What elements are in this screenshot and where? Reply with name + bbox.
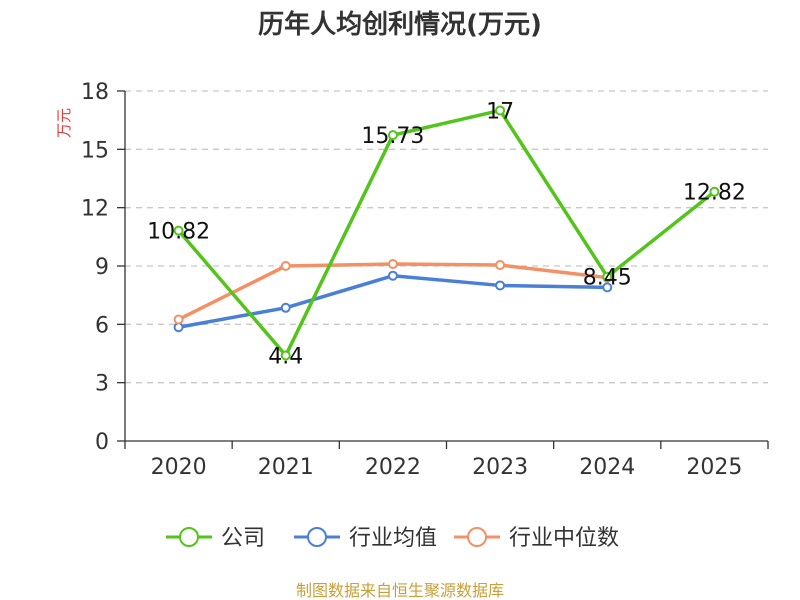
data-point (602, 271, 613, 282)
series-line-0 (177, 108, 716, 358)
legend-item-0[interactable]: 公司 (166, 526, 265, 551)
data-point (387, 270, 398, 281)
x-tick-label: 2025 (686, 455, 742, 480)
data-label: 15.73 (361, 124, 424, 149)
data-point (387, 130, 398, 141)
y-tick-label: 6 (95, 313, 109, 338)
data-point (602, 282, 613, 293)
x-tick-label: 2020 (151, 455, 207, 480)
data-source-note: 制图数据来自恒生聚源数据库 (296, 581, 504, 600)
x-tick-label: 2023 (472, 455, 528, 480)
y-axis-unit-label: 万元 (55, 108, 73, 138)
x-tick-label: 2021 (258, 455, 314, 480)
data-point (495, 260, 506, 271)
data-point (495, 105, 506, 116)
legend-label: 行业中位数 (509, 526, 619, 551)
legend-item-2[interactable]: 行业中位数 (454, 526, 619, 551)
data-label: 4.4 (268, 344, 303, 369)
y-tick-label: 0 (95, 430, 109, 455)
legend-swatch-marker (467, 527, 487, 547)
data-point (495, 280, 506, 291)
legend[interactable]: 公司 行业均值 行业中位数 (166, 526, 619, 551)
legend-swatch-marker (307, 527, 327, 547)
data-label: 8.45 (583, 266, 632, 291)
y-tick-label: 9 (95, 255, 109, 280)
data-point (280, 261, 291, 271)
legend-label: 公司 (221, 526, 265, 551)
y-tick-label: 3 (95, 372, 109, 397)
data-point (173, 225, 184, 236)
gridlines (125, 90, 768, 384)
data-point (709, 186, 720, 197)
y-tick-label: 15 (81, 138, 109, 163)
legend-item-1[interactable]: 行业均值 (294, 526, 437, 551)
data-labels: 10.82 4.4 15.73 17 8.45 12.82 (147, 99, 746, 369)
data-point (173, 314, 184, 325)
series-lines (173, 105, 720, 361)
legend-label: 行业均值 (349, 526, 437, 551)
data-point (387, 259, 398, 270)
y-tick-label: 12 (81, 197, 109, 222)
data-point (280, 302, 291, 313)
data-label: 12.82 (683, 181, 746, 206)
x-tick-label: 2024 (579, 455, 635, 480)
data-label: 17 (486, 99, 514, 124)
y-tick-label: 18 (81, 80, 109, 105)
legend-swatch-marker (179, 527, 199, 547)
data-label: 10.82 (147, 220, 210, 245)
chart-title: 历年人均创利情况(万元) (258, 9, 542, 40)
x-tick-label: 2022 (365, 455, 421, 480)
data-point (280, 350, 291, 361)
axes: 0 3 6 9 12 15 18 2020 2021 2022 2023 2024 2025 (81, 80, 769, 480)
series-line-1 (178, 273, 608, 329)
